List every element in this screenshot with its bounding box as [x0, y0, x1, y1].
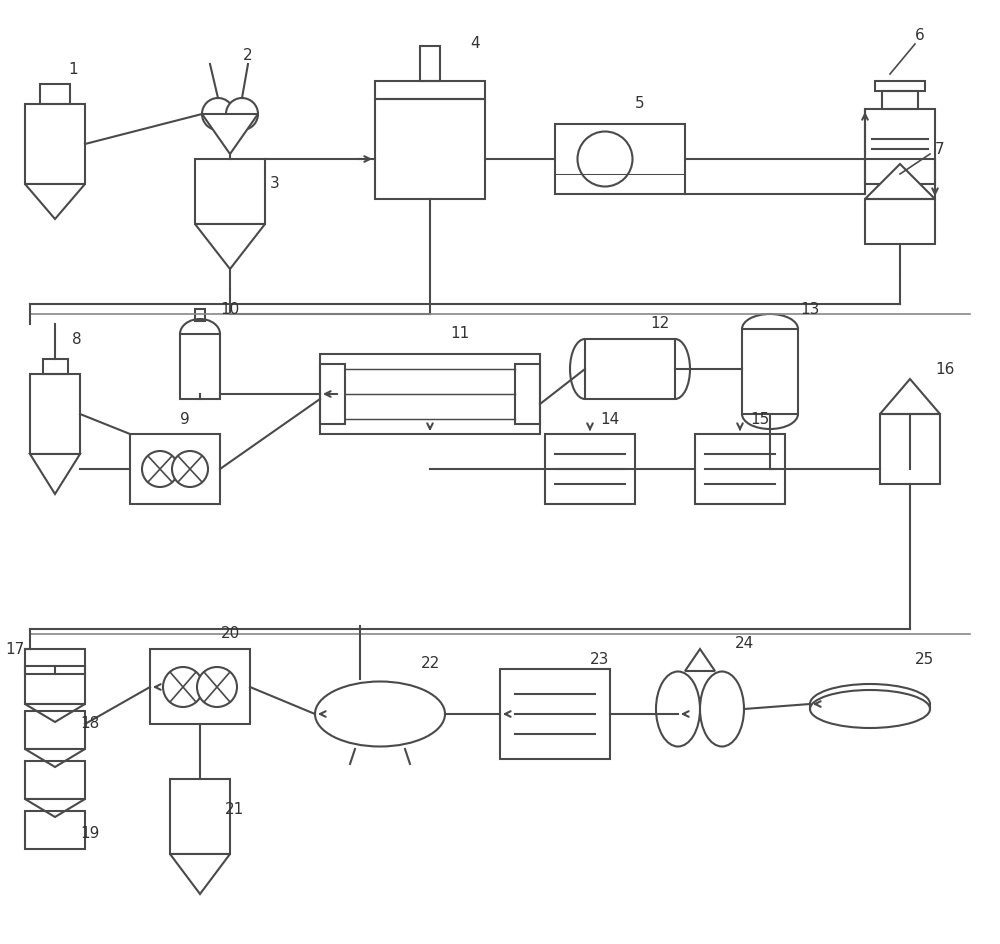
- Text: 20: 20: [220, 627, 240, 642]
- Ellipse shape: [810, 690, 930, 728]
- Polygon shape: [25, 799, 85, 817]
- Polygon shape: [170, 854, 230, 894]
- Bar: [180, 334, 220, 399]
- Polygon shape: [202, 114, 258, 154]
- Text: 18: 18: [80, 716, 100, 732]
- Bar: [882, 91, 918, 109]
- Polygon shape: [865, 164, 935, 199]
- Bar: [320, 364, 345, 424]
- Bar: [320, 354, 540, 434]
- Text: 16: 16: [935, 362, 955, 377]
- Bar: [25, 811, 85, 849]
- Ellipse shape: [578, 131, 633, 187]
- Bar: [43, 359, 68, 374]
- Text: 5: 5: [635, 96, 645, 111]
- Bar: [880, 414, 940, 484]
- Bar: [25, 711, 85, 749]
- Circle shape: [163, 667, 203, 707]
- Polygon shape: [25, 184, 85, 219]
- Bar: [875, 81, 925, 91]
- Text: 13: 13: [800, 301, 820, 316]
- Bar: [25, 666, 85, 704]
- Text: 23: 23: [590, 651, 610, 666]
- Bar: [585, 339, 675, 399]
- Bar: [515, 364, 540, 424]
- Circle shape: [226, 98, 258, 130]
- Ellipse shape: [315, 682, 445, 747]
- Text: 10: 10: [220, 301, 240, 316]
- Ellipse shape: [810, 684, 930, 724]
- Bar: [30, 374, 80, 454]
- Bar: [150, 649, 250, 724]
- Polygon shape: [685, 649, 715, 671]
- Bar: [420, 46, 440, 81]
- Bar: [865, 199, 935, 244]
- Text: 14: 14: [600, 412, 620, 427]
- Circle shape: [172, 451, 208, 487]
- Bar: [555, 124, 685, 194]
- Bar: [742, 329, 798, 414]
- Text: 4: 4: [470, 37, 480, 52]
- Text: 25: 25: [915, 651, 935, 666]
- Polygon shape: [880, 379, 940, 414]
- Circle shape: [202, 98, 234, 130]
- Polygon shape: [30, 454, 80, 494]
- Bar: [170, 779, 230, 854]
- Text: 11: 11: [450, 327, 470, 342]
- Ellipse shape: [700, 671, 744, 747]
- Text: 6: 6: [915, 28, 925, 43]
- Bar: [195, 159, 265, 224]
- Bar: [40, 84, 70, 104]
- Text: 8: 8: [72, 331, 82, 346]
- Text: 12: 12: [650, 316, 670, 331]
- Text: 3: 3: [270, 177, 280, 192]
- Bar: [25, 761, 85, 799]
- Ellipse shape: [656, 671, 700, 747]
- Bar: [375, 81, 485, 99]
- Text: 2: 2: [243, 48, 253, 63]
- Text: 19: 19: [80, 827, 100, 841]
- Polygon shape: [25, 704, 85, 722]
- Text: 24: 24: [735, 636, 755, 651]
- Polygon shape: [25, 749, 85, 767]
- Polygon shape: [195, 224, 265, 269]
- Text: 21: 21: [225, 801, 245, 817]
- Bar: [695, 434, 785, 504]
- Bar: [195, 309, 205, 321]
- Bar: [25, 104, 85, 184]
- Bar: [25, 649, 85, 674]
- Text: 7: 7: [935, 142, 945, 157]
- Text: 9: 9: [180, 412, 190, 427]
- Circle shape: [142, 451, 178, 487]
- Text: 22: 22: [420, 656, 440, 671]
- Text: 17: 17: [5, 642, 25, 656]
- Bar: [500, 669, 610, 759]
- Text: 15: 15: [750, 412, 770, 427]
- Text: 1: 1: [68, 61, 78, 76]
- Bar: [375, 99, 485, 199]
- Circle shape: [197, 667, 237, 707]
- Bar: [545, 434, 635, 504]
- Bar: [865, 109, 935, 184]
- Bar: [130, 434, 220, 504]
